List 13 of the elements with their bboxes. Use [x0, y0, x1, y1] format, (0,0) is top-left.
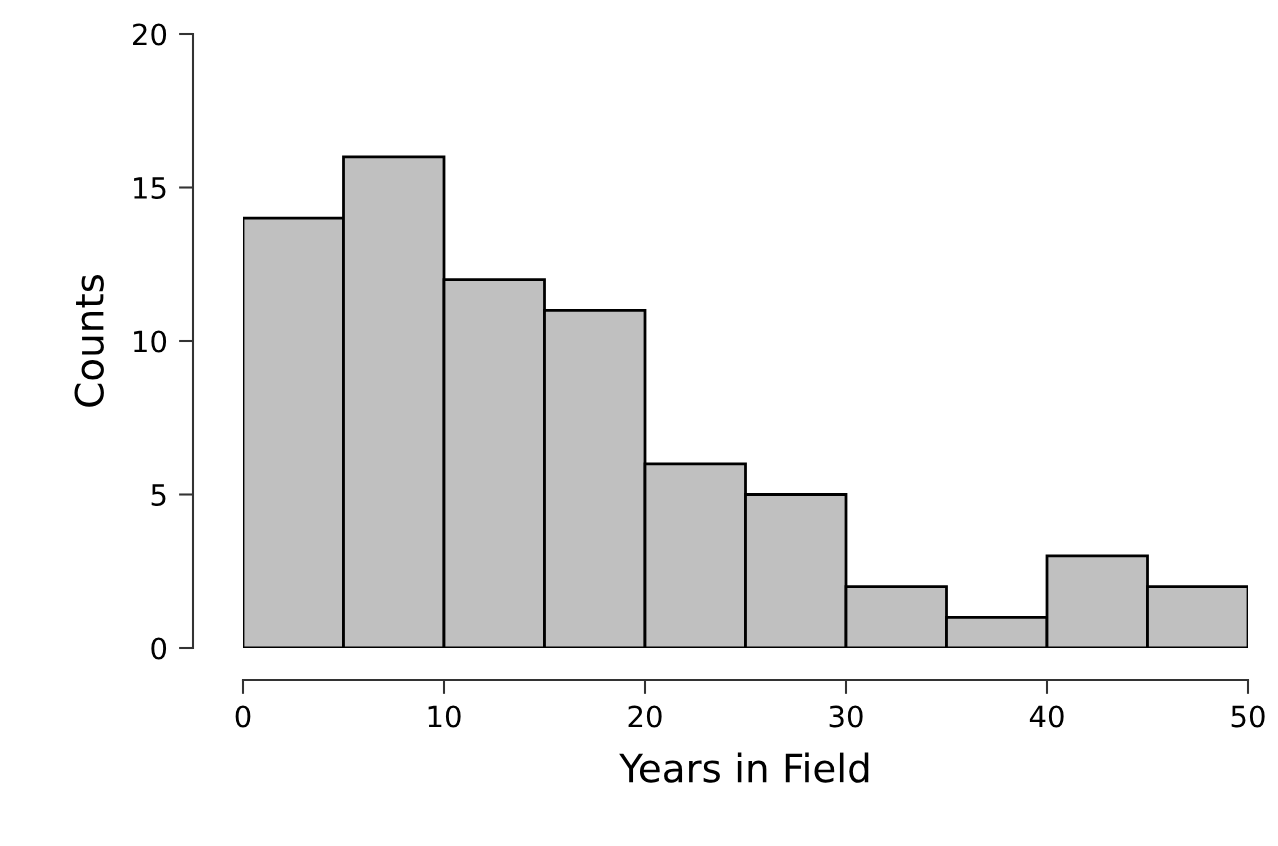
x-tick-label: 40: [1029, 705, 1064, 728]
y-tick-label: 5: [151, 484, 166, 506]
y-tick-label: 10: [134, 330, 167, 353]
x-tick-label: 50: [1231, 705, 1265, 728]
x-tick-label: 0: [235, 705, 251, 728]
y-axis-title: Counts: [74, 275, 104, 407]
x-axis-title: Years in Field: [619, 752, 869, 783]
x-tick-label: 10: [428, 705, 461, 728]
x-tick-label: 30: [829, 705, 863, 728]
y-tick-label: 20: [133, 23, 167, 46]
x-tick-label: 20: [628, 705, 662, 728]
y-tick-label: 0: [151, 637, 167, 660]
y-tick-label: 15: [134, 177, 166, 199]
